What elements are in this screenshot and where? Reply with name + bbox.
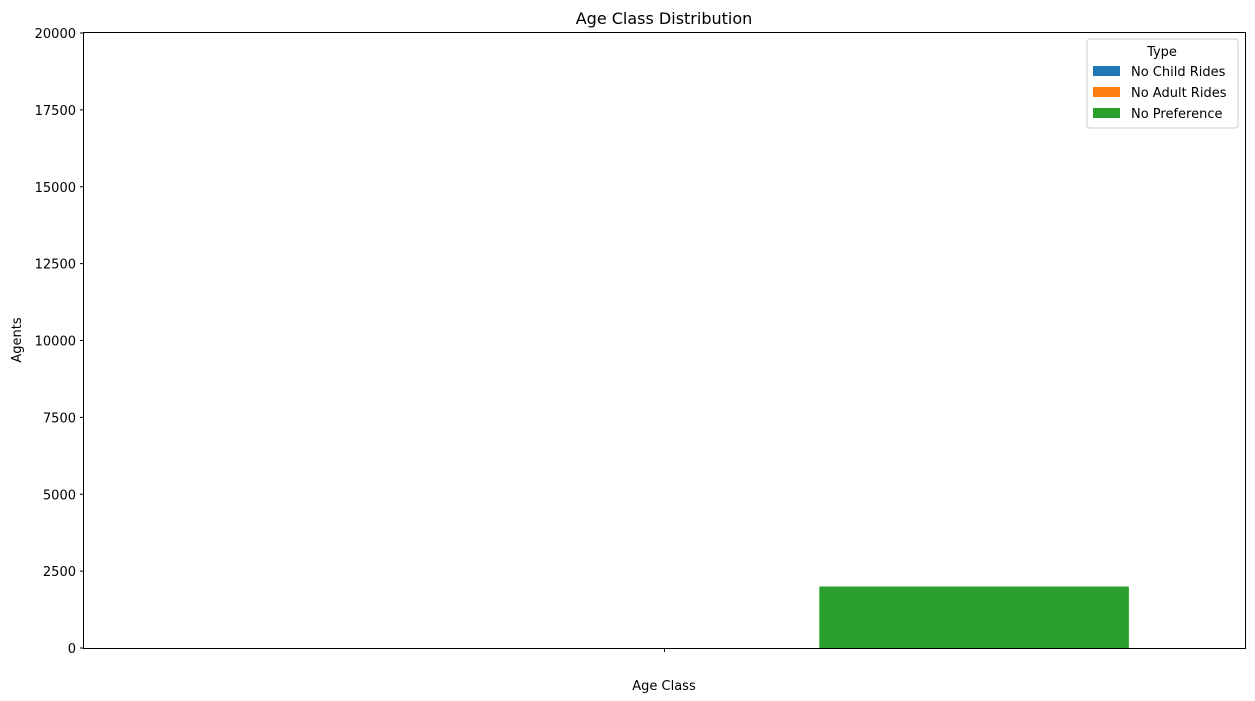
legend-item-label: No Adult Rides — [1131, 86, 1227, 101]
x-axis-label: Age Class — [632, 679, 696, 694]
bar-no-preference — [819, 586, 1129, 648]
y-tick-label: 20000 — [35, 27, 76, 42]
y-tick-label: 15000 — [35, 181, 76, 196]
legend-items: No Child Rides No Adult Rides No Preferenc… — [1093, 65, 1227, 122]
chart-title: Age Class Distribution — [576, 9, 753, 28]
legend-item-label: No Child Rides — [1131, 65, 1226, 80]
legend-swatch — [1093, 66, 1120, 76]
y-tick-label: 17500 — [35, 104, 76, 119]
legend-title: Type — [1146, 45, 1177, 60]
plot-frame — [83, 32, 1246, 649]
legend-swatch — [1093, 108, 1120, 118]
legend-swatch — [1093, 87, 1120, 97]
y-tick-label: 2500 — [43, 565, 76, 580]
y-axis-label: Agents — [10, 317, 25, 362]
y-tick-label: 12500 — [35, 258, 76, 273]
y-axis: 0 2500 5000 7500 10000 12500 15000 17500 20000 — [35, 27, 84, 657]
y-tick-label: 7500 — [43, 411, 76, 426]
y-tick-label: 5000 — [43, 488, 76, 503]
y-tick-label: 0 — [68, 642, 76, 657]
legend: Type No Child Rides No Adult Rides No Pref… — [1086, 38, 1239, 129]
y-tick-label: 10000 — [35, 335, 76, 350]
legend-box — [1086, 38, 1239, 129]
legend-item-label: No Preference — [1131, 107, 1223, 122]
plot-area — [83, 32, 1246, 649]
bars — [819, 586, 1129, 648]
